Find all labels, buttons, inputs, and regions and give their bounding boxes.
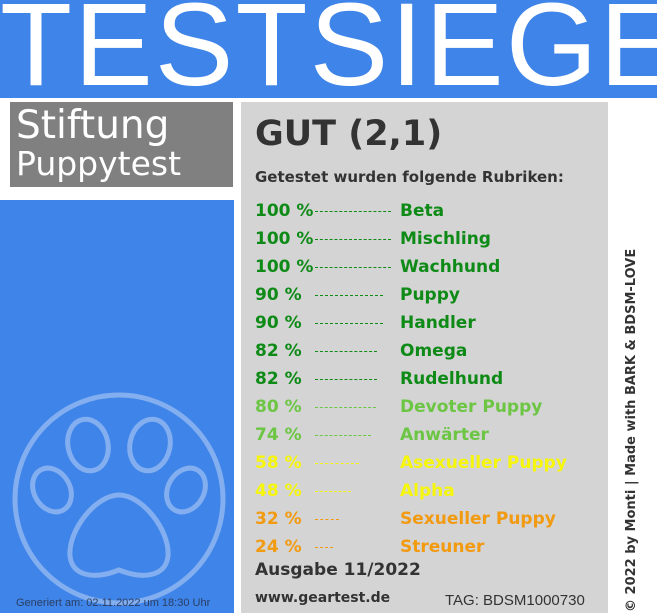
issue-label: Ausgabe 11/2022	[255, 560, 421, 580]
organization-label: Stiftung Puppytest	[10, 102, 233, 187]
rubric-percent: 90 %	[255, 285, 302, 305]
rubric-leader-line	[315, 211, 391, 212]
tag-code: TAG: BDSM1000730	[445, 592, 585, 609]
rubric-percent: 32 %	[255, 509, 302, 529]
rubric-percent: 24 %	[255, 537, 302, 557]
rubric-row: 100 % Wachhund	[255, 253, 605, 281]
rubric-row: 90 % Puppy	[255, 281, 605, 309]
rubric-leader-line	[315, 351, 377, 352]
rubric-leader-line	[315, 519, 339, 520]
organization-box: Stiftung Puppytest	[0, 102, 234, 200]
rubric-percent: 82 %	[255, 341, 302, 361]
rubric-leader-line	[315, 435, 371, 436]
rubric-percent: 90 %	[255, 313, 302, 333]
banner-title: TESTSIEGER	[0, 0, 657, 98]
rubric-name: Streuner	[400, 537, 485, 557]
rubric-row: 80 % Devoter Puppy	[255, 393, 605, 421]
rubric-name: Sexueller Puppy	[400, 509, 556, 529]
rubric-leader-line	[315, 463, 359, 464]
generated-timestamp: Generiert am: 02.11.2022 um 18:30 Uhr	[16, 597, 211, 609]
rubric-percent: 82 %	[255, 369, 302, 389]
rubric-row: 82 % Omega	[255, 337, 605, 365]
rubric-percent: 48 %	[255, 481, 302, 501]
rubric-name: Handler	[400, 313, 476, 333]
organization-line1: Stiftung	[16, 103, 170, 148]
rubric-name: Asexueller Puppy	[400, 453, 567, 473]
testsieger-banner: TESTSIEGER	[0, 0, 657, 98]
rubric-leader-line	[315, 379, 377, 380]
rubric-leader-line	[315, 323, 383, 324]
rubric-row: 82 % Rudelhund	[255, 365, 605, 393]
rubric-leader-line	[315, 239, 391, 240]
rubric-name: Wachhund	[400, 257, 501, 277]
rubric-leader-line	[315, 295, 383, 296]
rubric-leader-line	[315, 547, 333, 548]
rubric-percent: 100 %	[255, 201, 314, 221]
rubric-row: 24 % Streuner	[255, 533, 605, 561]
rubric-percent: 74 %	[255, 425, 302, 445]
rubric-name: Alpha	[400, 481, 455, 501]
rubric-row: 48 % Alpha	[255, 477, 605, 505]
organization-line2: Puppytest	[16, 144, 182, 183]
rubric-row: 74 % Anwärter	[255, 421, 605, 449]
rubric-row: 100 % Mischling	[255, 225, 605, 253]
rubric-name: Omega	[400, 341, 468, 361]
rubric-name: Rudelhund	[400, 369, 504, 389]
rubrics-intro: Getestet wurden folgende Rubriken:	[255, 168, 564, 186]
rubric-percent: 100 %	[255, 257, 314, 277]
website-link[interactable]: www.geartest.de	[255, 590, 391, 606]
paw-icon	[12, 392, 226, 606]
rubric-percent: 58 %	[255, 453, 302, 473]
rubric-leader-line	[315, 407, 376, 408]
grade-title: GUT (2,1)	[255, 114, 443, 154]
rubric-row: 58 % Asexueller Puppy	[255, 449, 605, 477]
copyright-text: © 2022 by Monti | Made with BARK & BDSM-…	[624, 248, 639, 612]
rubric-leader-line	[315, 267, 391, 268]
rubric-name: Mischling	[400, 229, 491, 249]
rubric-row: 100 % Beta	[255, 197, 605, 225]
left-panel: Stiftung Puppytest Generiert am: 02.11.2…	[0, 102, 234, 613]
rubric-row: 32 % Sexueller Puppy	[255, 505, 605, 533]
rubric-row: 90 % Handler	[255, 309, 605, 337]
result-panel: GUT (2,1) Getestet wurden folgende Rubri…	[241, 102, 608, 613]
rubric-percent: 80 %	[255, 397, 302, 417]
rubric-name: Anwärter	[400, 425, 489, 445]
rubric-name: Beta	[400, 201, 445, 221]
rubric-name: Devoter Puppy	[400, 397, 543, 417]
rubric-name: Puppy	[400, 285, 460, 305]
rubric-leader-line	[315, 491, 351, 492]
rubric-percent: 100 %	[255, 229, 314, 249]
